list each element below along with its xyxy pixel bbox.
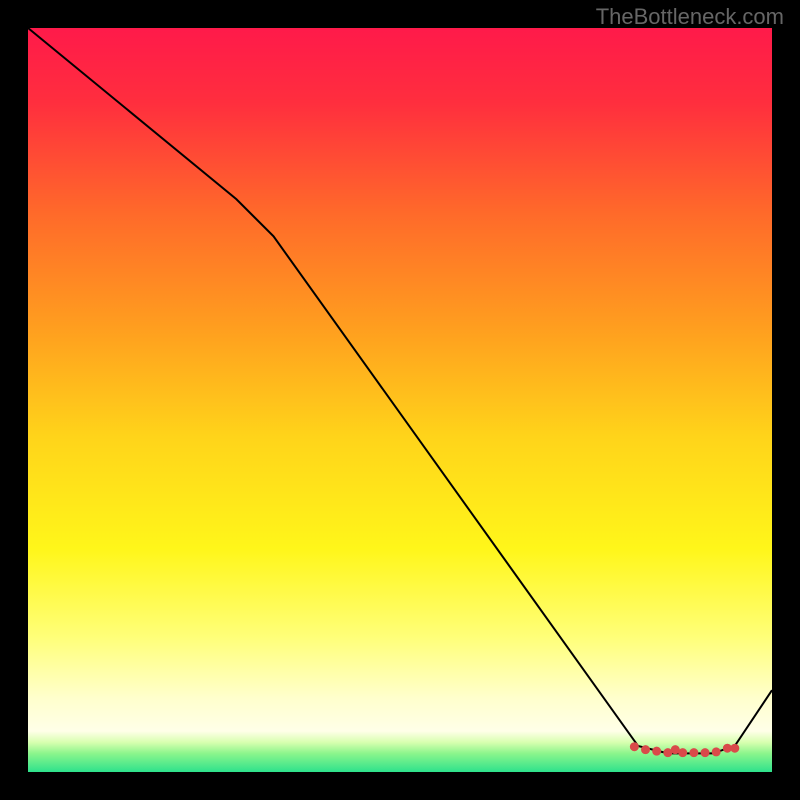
chart-marker — [641, 745, 650, 754]
chart-marker — [701, 748, 710, 757]
chart-marker — [678, 748, 687, 757]
chart-line-layer — [28, 28, 772, 772]
chart-plot-area — [28, 28, 772, 772]
attribution-text: TheBottleneck.com — [596, 4, 784, 30]
chart-marker — [630, 742, 639, 751]
chart-marker — [689, 748, 698, 757]
chart-series-line — [28, 28, 772, 753]
chart-marker — [652, 747, 661, 756]
chart-marker — [712, 747, 721, 756]
chart-marker — [730, 744, 739, 753]
